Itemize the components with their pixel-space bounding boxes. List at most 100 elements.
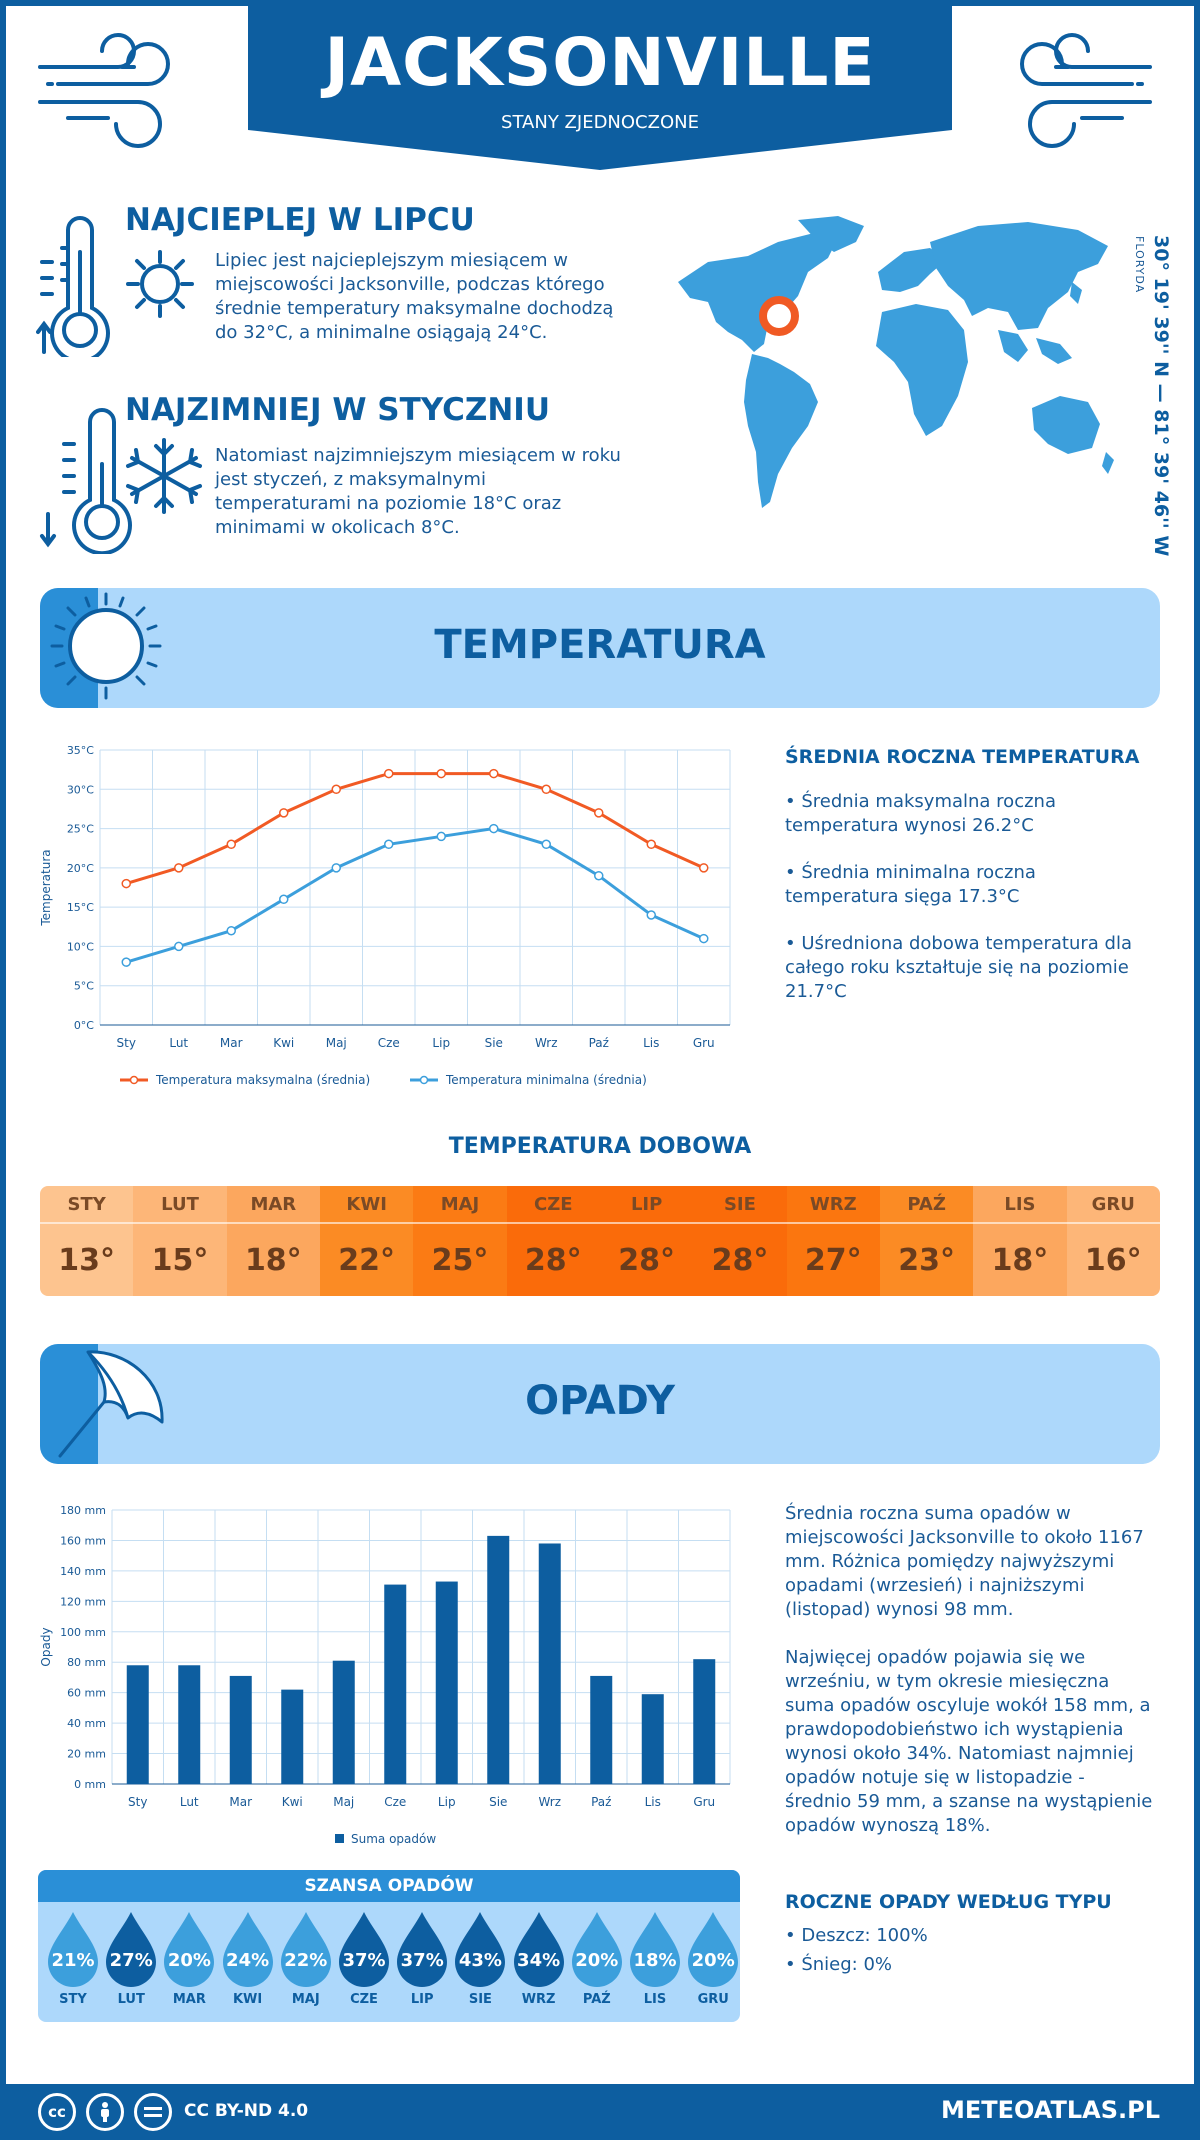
rain-chance-box: SZANSA OPADÓW 21% STY 27% LUT 20% MAR 24% KWI 22… [38,1870,740,2022]
rain-chance-month: SIE [468,1992,492,2007]
wind-icon [38,33,170,148]
thermometer-hot-icon [36,216,194,357]
data-point [646,910,656,920]
data-point [279,808,289,818]
rain-chance-month: WRZ [521,1992,556,2007]
daily-temp-cell: MAR 18° [226,1186,320,1296]
raindrop-icon [513,1912,564,1987]
y-tick-label: 0 mm [74,1778,106,1791]
y-tick-label: 180 mm [60,1504,106,1517]
rain-chance-month: PAŹ [582,1992,611,2007]
raindrop-icon [48,1912,98,1987]
y-tick-label: 140 mm [60,1565,106,1578]
legend-swatch [335,1834,344,1843]
x-tick-label: Cze [378,1036,400,1050]
rain-chance-drops: 21% STY 27% LUT 20% MAR 24% KWI 22% MAJ 37% CZE 37% L… [38,1910,740,2020]
daily-temp-value: 23° [898,1242,955,1278]
x-tick-label: Kwi [282,1795,303,1809]
header-banner [248,0,952,170]
rain-chance-item: 22% MAJ [277,1910,335,2020]
daily-temp-month: GRU [1066,1186,1160,1224]
thermometer-cold-icon [40,408,202,554]
site-link[interactable]: METEOATLAS.PL [940,2096,1160,2124]
data-point [331,863,341,873]
footer-bar [0,2084,1200,2140]
x-tick-label: Mar [220,1036,243,1050]
y-tick-label: 10°C [67,940,94,953]
rain-chance-item: 18% LIS [626,1910,684,2020]
daily-temp-value: 16° [1084,1242,1142,1278]
raindrop-icon [397,1912,448,1987]
raindrop-shape [397,1912,448,1987]
rain-chance-item: 20% MAR [160,1910,218,2020]
daily-temp-value: 27° [804,1242,862,1278]
daily-temp-cell: LUT 15° [133,1186,227,1296]
daily-temp-cell: GRU 16° [1066,1186,1160,1296]
x-tick-label: Kwi [273,1036,294,1050]
precip-bar [538,1543,561,1784]
rain-chance-value: 27% [109,1950,153,1971]
data-point [384,839,394,850]
daily-temp-value: 28° [711,1242,769,1278]
daily-temp-value: 18° [244,1242,302,1278]
data-point [436,831,446,842]
x-tick-label: Maj [326,1036,347,1050]
daily-temp-cell: CZE 28° [506,1186,600,1296]
data-point [174,941,184,952]
rain-chance-title: SZANSA OPADÓW [38,1870,740,1902]
rain-chance-value: 34% [517,1950,561,1971]
precip-text-2: Najwięcej opadów pojawia się we wrześniu… [785,1647,1153,1836]
data-point [594,808,604,818]
daily-temp-cell: KWI 22° [319,1186,414,1296]
x-tick-label: Sie [485,1036,503,1050]
rain-chance-item: 34% WRZ [510,1910,568,2020]
daily-temp-month: CZE [506,1186,600,1224]
daily-temp-cell: STY 13° [40,1186,134,1296]
daily-temp-title: TEMPERATURA DOBOWA [448,1134,752,1159]
x-tick-label: Gru [693,1036,715,1050]
rain-chance-month: MAJ [291,1992,320,2007]
daily-temp-value: 28° [618,1242,675,1278]
location-marker [759,296,799,336]
precip-text-1: Średnia roczna suma opadów w miejscowośc… [785,1503,1144,1620]
x-tick-label: Lut [180,1795,199,1809]
rain-chance-item: 43% SIE [451,1910,509,2020]
data-point [331,784,341,795]
rain-chance-month: LIP [410,1992,434,2007]
series-line [125,772,705,886]
daily-temp-month: MAR [226,1186,320,1224]
rain-chance-item: 21% STY [44,1910,102,2020]
temp-bullet-avg: • Uśredniona dobowa temperatura dla całe… [785,933,1133,1002]
license-text: CC BY-ND 4.0 [184,2101,309,2121]
x-tick-label: Lis [645,1795,661,1809]
raindrop-shape [339,1912,389,1987]
raindrop-shape [513,1912,564,1987]
precip-bar [126,1665,149,1784]
x-tick-label: Lut [169,1036,188,1050]
rain-chance-month: LUT [117,1992,145,2007]
daily-temp-month: LIS [973,1186,1067,1224]
rain-chance-value: 20% [691,1950,735,1971]
rain-chance-month: CZE [350,1992,378,2007]
data-point [436,768,446,779]
attribution-icon [86,2093,124,2131]
region-label: FLORYDA [1133,236,1146,294]
rain-chance-item: 24% KWI [219,1910,277,2020]
rain-chance-value: 24% [226,1950,270,1971]
y-axis-label: Opady [40,1627,53,1666]
daily-temp-month: LUT [133,1186,227,1224]
raindrop-shape [455,1912,506,1987]
precip-bar [229,1675,252,1784]
daily-temp-month: WRZ [786,1186,880,1224]
daily-temp-cell: PAŹ 23° [879,1186,974,1296]
raindrop-shape [571,1912,622,1987]
raindrop-icon [280,1912,331,1987]
data-point [489,823,499,834]
sun-icon [50,592,162,700]
rain-chance-item: 20% PAŹ [568,1910,626,2020]
rain-chance-item: 27% LUT [102,1910,160,2020]
hottest-text: Lipiec jest najcieplejszym miesiącem w m… [215,250,614,343]
daily-temp-value: 13° [58,1242,116,1278]
legend-label: Temperatura maksymalna (średnia) [155,1073,370,1087]
precip-bar [590,1675,613,1784]
